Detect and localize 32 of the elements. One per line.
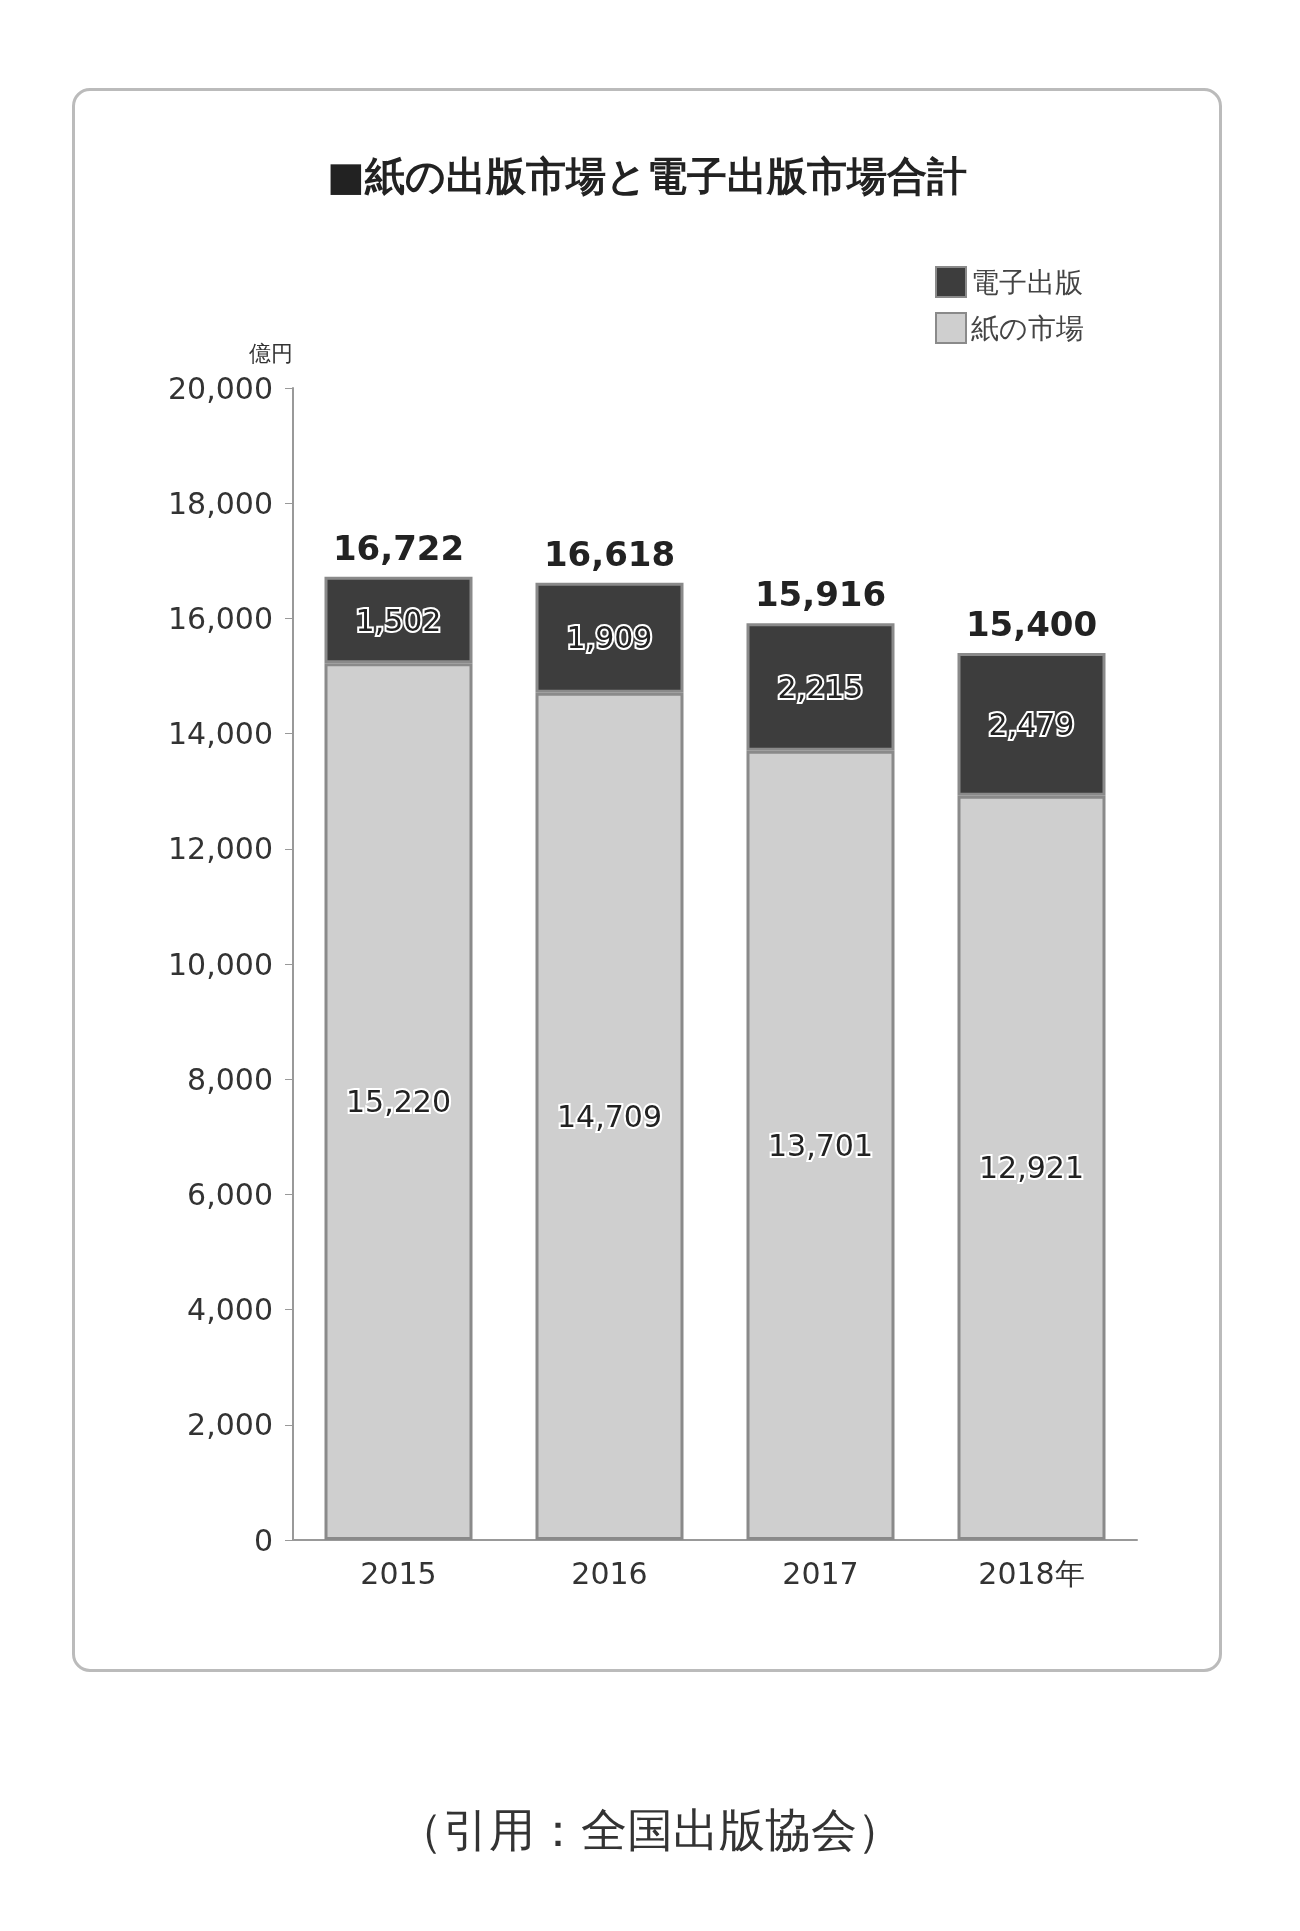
y-tick-label: 2,000 [187,1407,273,1443]
y-tick-label: 20,000 [168,370,273,406]
chart-title: ■紙の出版市場と電子出版市場合計 [327,153,967,199]
data-label: 12,921 [979,1150,1084,1186]
total-label: 16,722 [332,527,465,568]
x-tick-label: 2017 [782,1555,859,1591]
data-label: 2,215 [777,669,864,705]
data-label: 1,502 [355,602,442,638]
y-tick-label: 6,000 [187,1176,273,1212]
y-tick-label: 0 [253,1522,273,1558]
total-label: 15,400 [965,603,1098,644]
y-tick-label: 18,000 [168,485,273,521]
x-tick-label: 2018年 [978,1555,1085,1591]
legend-label: 電子出版 [971,265,1083,299]
y-tick-label: 8,000 [187,1061,273,1097]
data-label: 14,709 [557,1098,662,1134]
data-label: 2,479 [988,706,1075,742]
data-label: 15,220 [346,1084,451,1120]
data-label: 1,909 [566,620,653,656]
y-axis-title: 億円 [249,340,293,366]
x-tick-label: 2015 [360,1555,437,1591]
total-label: 16,618 [543,533,676,574]
legend-label: 紙の市場 [971,311,1084,345]
text: （引用：全国出版協会） [397,1803,903,1857]
y-tick-label: 12,000 [168,831,273,867]
y-tick-label: 4,000 [187,1292,273,1328]
y-tick-label: 10,000 [168,946,273,982]
total-label: 15,916 [754,574,887,615]
x-tick-label: 2016 [571,1555,648,1591]
y-tick-label: 14,000 [168,716,273,752]
data-label: 13,701 [768,1127,873,1163]
y-tick-label: 16,000 [168,600,273,636]
